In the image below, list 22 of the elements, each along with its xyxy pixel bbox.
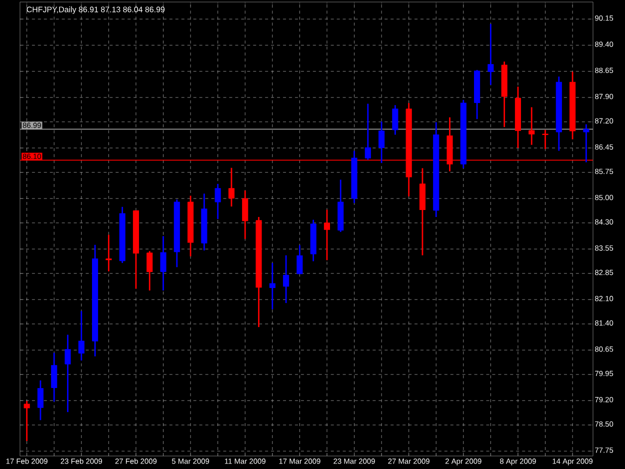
candlestick [528, 106, 535, 146]
candlestick [242, 190, 248, 240]
candlestick [228, 167, 234, 208]
candlestick [583, 124, 590, 163]
candlestick [78, 310, 84, 362]
candlestick [24, 400, 30, 442]
candlestick [64, 334, 71, 413]
candlestick [324, 208, 330, 261]
candlestick [364, 103, 371, 161]
candlestick [106, 234, 112, 272]
candlestick [51, 352, 58, 402]
candlestick [160, 235, 166, 292]
candlestick [542, 129, 548, 150]
candlestick [269, 262, 276, 310]
candlestick [392, 104, 398, 136]
candlestick [488, 23, 494, 86]
candlestick [283, 254, 290, 304]
candlestick [296, 244, 303, 274]
candlestick [146, 250, 153, 292]
candlestick [214, 183, 221, 220]
candlestick [37, 380, 44, 421]
candlestick [378, 120, 385, 164]
